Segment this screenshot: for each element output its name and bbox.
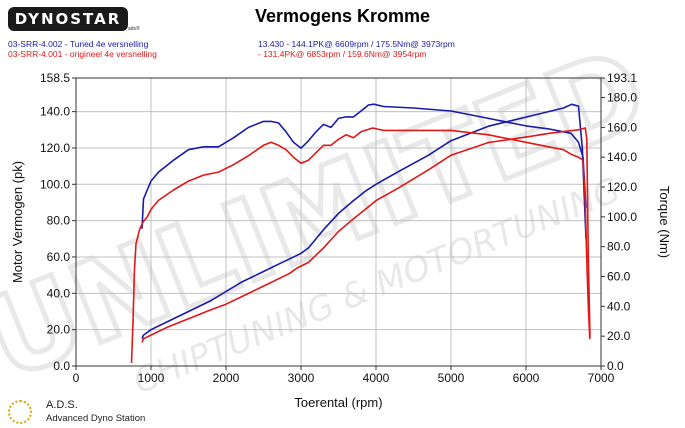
x-tick-label: 4000 <box>363 371 390 385</box>
sun-logo-icon <box>8 400 32 424</box>
y-tick-label-right: 100.0 <box>607 210 637 224</box>
y-tick-label-right: 140.0 <box>607 150 637 164</box>
y-axis-label-left: Motor Vermogen (pk) <box>10 161 25 283</box>
y-tick-label-right: 120.0 <box>607 180 637 194</box>
y-tick-label-right: 60.0 <box>607 270 631 284</box>
y-tick-label-left: 80.0 <box>47 214 71 228</box>
x-tick-label: 6000 <box>513 371 540 385</box>
x-tick-label: 1000 <box>138 371 165 385</box>
legend-entry-tuned: 03-SRR-4.002 - Tuned 4e versnelling 13.4… <box>8 39 455 49</box>
y-tick-label-right: 80.0 <box>607 240 631 254</box>
y-tick-label-right: 160.0 <box>607 120 637 134</box>
series-line-power-tuned <box>141 103 587 340</box>
y-tick-label-right: 40.0 <box>607 299 631 313</box>
legend-detail-tuned: 13.430 - 144.1PK@ 6609rpm / 175.5Nm@ 397… <box>258 39 455 49</box>
y-tick-label-right: 20.0 <box>607 329 631 343</box>
legend-detail-original: - 131.4PK@ 6853rpm / 159.6Nm@ 3954rpm <box>258 49 427 59</box>
y-axis-label-right: Torque (Nm) <box>657 186 672 258</box>
legend-entry-original: 03-SRR-4.001 - origineel 4e versnelling … <box>8 49 426 59</box>
x-tick-label: 5000 <box>438 371 465 385</box>
legend-label-tuned: 03-SRR-4.002 - Tuned 4e versnelling <box>8 39 149 49</box>
y-tick-label-right: 180.0 <box>607 91 637 105</box>
y-tick-label-left: 60.0 <box>47 250 71 264</box>
y-tick-label-left: 120.0 <box>40 141 70 155</box>
footer-subtitle: Advanced Dyno Station <box>46 413 146 424</box>
ads-footer: A.D.S. Advanced Dyno Station <box>8 398 168 426</box>
series-line-power-original <box>141 127 591 343</box>
y-tick-label-left: 20.0 <box>47 323 71 337</box>
x-tick-label: 7000 <box>588 371 615 385</box>
plot-frame <box>75 77 602 367</box>
y-tick-label-right: 0.0 <box>607 359 624 373</box>
x-tick-label: 3000 <box>288 371 315 385</box>
x-axis-label: Toerental (rpm) <box>294 395 382 410</box>
y-tick-label-left: 140.0 <box>40 105 70 119</box>
x-tick-label: 2000 <box>213 371 240 385</box>
series-line-torque-original <box>130 127 591 364</box>
logo-subtext: ads® <box>128 26 140 32</box>
legend-label-original: 03-SRR-4.001 - origineel 4e versnelling <box>8 49 157 59</box>
y-tick-label-left: 158.5 <box>40 71 70 85</box>
y-tick-label-left: 100.0 <box>40 177 70 191</box>
y-tick-label-left: 0.0 <box>53 359 70 373</box>
x-tick-label: 0 <box>73 371 80 385</box>
chart-title: Vermogens Kromme <box>254 6 431 26</box>
y-tick-label-right: 193.1 <box>607 71 637 85</box>
y-tick-label-left: 40.0 <box>47 286 71 300</box>
dynostar-logo: DYNOSTAR <box>8 7 128 31</box>
series-line-torque-tuned <box>141 103 587 229</box>
footer-brand: A.D.S. <box>46 399 78 411</box>
